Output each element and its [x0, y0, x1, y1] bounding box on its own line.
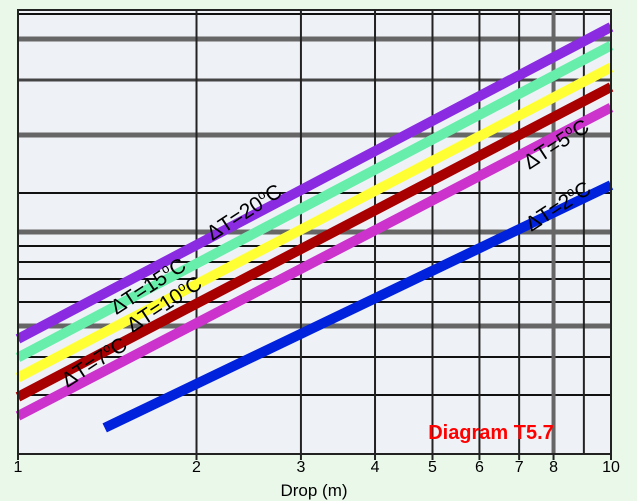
x-tick-label: 7 [515, 459, 524, 476]
diagram-annotation: Diagram T5.7 [428, 422, 554, 444]
x-tick-label: 3 [296, 459, 305, 476]
x-axis-title: Drop (m) [280, 481, 347, 500]
x-tick-label: 6 [475, 459, 484, 476]
series-line-4 [15, 103, 614, 421]
series-line-3 [15, 82, 614, 402]
series-line-1 [15, 41, 614, 362]
x-tick-label: 8 [549, 459, 558, 476]
x-axis-ticks: 1 2 3 4 5 6 7 8 10 [14, 454, 620, 476]
series-line-2 [15, 62, 614, 383]
x-tick-label: 10 [602, 459, 620, 476]
x-tick-label: 2 [192, 459, 201, 476]
x-tick-label: 1 [14, 459, 23, 476]
x-tick-label: 5 [428, 459, 437, 476]
series-line-0 [15, 22, 614, 344]
series-line-5 [102, 180, 614, 433]
plot-frame [17, 9, 612, 455]
series-lines [15, 22, 614, 433]
x-tick-label: 4 [371, 459, 380, 476]
